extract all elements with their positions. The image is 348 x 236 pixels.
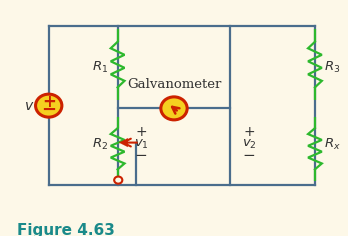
Text: $R_3$: $R_3$: [324, 60, 340, 75]
Circle shape: [114, 177, 122, 184]
Text: +: +: [42, 93, 56, 111]
Text: $v$: $v$: [24, 99, 34, 113]
Text: $R_2$: $R_2$: [92, 136, 109, 152]
Text: −: −: [41, 101, 56, 119]
Text: +: +: [243, 126, 255, 139]
Text: $v_2$: $v_2$: [242, 137, 256, 151]
Text: $v_1$: $v_1$: [134, 137, 149, 151]
Circle shape: [35, 94, 62, 117]
Text: −: −: [135, 148, 148, 163]
Text: $R_x$: $R_x$: [324, 136, 341, 152]
Circle shape: [161, 97, 187, 120]
Text: −: −: [243, 148, 255, 163]
Text: Figure 4.63: Figure 4.63: [17, 223, 115, 236]
Text: +: +: [135, 126, 147, 139]
Text: $R_1$: $R_1$: [92, 60, 109, 75]
Text: Galvanometer: Galvanometer: [127, 78, 221, 91]
